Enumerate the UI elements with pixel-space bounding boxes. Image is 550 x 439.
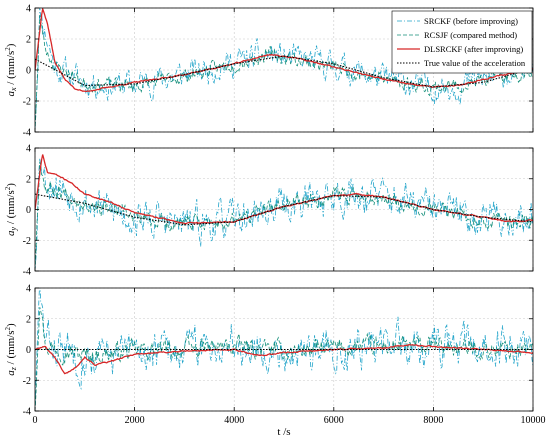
x-tick-label: 8000 xyxy=(423,415,443,426)
y-axis-label: ay / (mm/s2) xyxy=(4,183,18,236)
x-tick-label: 4000 xyxy=(224,415,244,426)
series-line-srckf xyxy=(35,158,533,271)
x-axis-label: t /s xyxy=(277,426,290,438)
y-tick-label: 2 xyxy=(26,314,31,325)
y-tick-label: -2 xyxy=(23,97,31,108)
series-group xyxy=(35,288,533,411)
series-group xyxy=(35,154,533,271)
series-line-rcsjf xyxy=(35,15,533,132)
y-axis-label: az / (mm/s2) xyxy=(4,323,18,376)
y-tick-label: 2 xyxy=(26,35,31,46)
y-tick-label: -2 xyxy=(23,376,31,387)
series-line-rcsjf xyxy=(35,161,533,271)
y-tick-label: 0 xyxy=(26,66,31,77)
y-tick-label: -4 xyxy=(23,407,31,418)
series-group xyxy=(35,8,533,132)
y-tick-label: 4 xyxy=(26,284,31,295)
x-tick-label: 0 xyxy=(33,415,38,426)
y-tick-label: -4 xyxy=(23,128,31,139)
x-tick-label: 6000 xyxy=(324,415,344,426)
y-tick-label: 0 xyxy=(26,345,31,356)
y-tick-label: 4 xyxy=(26,144,31,155)
y-axis-label: ax / (mm/s2) xyxy=(4,43,18,96)
x-tick-label: 10000 xyxy=(521,415,546,426)
series-line-true xyxy=(35,193,533,226)
panel-2: 4 2 0 -2 -4 ay / (mm/s2) xyxy=(4,144,534,278)
x-tick-label: 2000 xyxy=(125,415,145,426)
series-line-srckf xyxy=(35,8,533,131)
y-tick-label: 4 xyxy=(26,4,31,15)
legend-label: True value of the acceleration xyxy=(424,58,526,68)
y-tick-label: 2 xyxy=(26,174,31,185)
legend-label: RCSJF (compared method) xyxy=(424,30,517,40)
y-tick-label: 0 xyxy=(26,205,31,216)
legend-label: SRCKF (before improving) xyxy=(424,16,518,26)
series-line-true xyxy=(35,55,533,88)
series-line-dlsrckf xyxy=(35,343,533,375)
panel-1: 4 2 0 -2 -4 ax / (mm/s2) SRCKF (before improvi… xyxy=(4,4,534,139)
y-tick-label: -2 xyxy=(23,236,31,247)
y-tick-label: -4 xyxy=(23,267,31,278)
legend-label: DLSRCKF (after improving) xyxy=(424,44,523,54)
